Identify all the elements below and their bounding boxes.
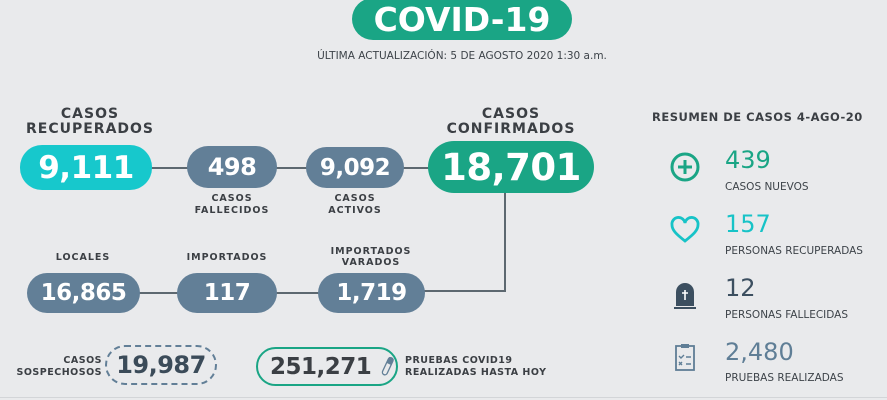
importados-label: IMPORTADOS <box>186 252 268 263</box>
title-badge: COVID-19 <box>352 0 572 40</box>
locales-value: 16,865 <box>27 273 140 313</box>
bottom-divider <box>0 397 887 398</box>
tombstone-icon <box>674 283 696 309</box>
label-line: IMPORTADOS <box>330 246 412 257</box>
label-line: PRUEBAS COVID19 <box>405 355 513 366</box>
summary-value: 2,480 <box>725 338 794 366</box>
last-updated: ÚLTIMA ACTUALIZACIÓN: 5 DE AGOSTO 2020 1… <box>317 50 607 62</box>
importados-value: 117 <box>177 273 277 313</box>
label-line: SOSPECHOSOS <box>16 367 102 378</box>
sospechosos-label: CASOS SOSPECHOSOS <box>0 355 102 379</box>
label-line: ACTIVOS <box>328 205 382 216</box>
varados-value: 1,719 <box>318 273 425 313</box>
label-line: CASOS <box>211 193 253 204</box>
pruebas-label: PRUEBAS COVID19 REALIZADAS HASTA HOY <box>405 355 595 379</box>
label-line: CASOS <box>60 106 120 122</box>
label-line: CASOS <box>481 106 541 122</box>
summary-label: PRUEBAS REALIZADAS <box>725 372 844 384</box>
value: 1,719 <box>336 280 407 306</box>
label-line: REALIZADAS HASTA HOY <box>405 367 547 378</box>
heart-icon <box>670 216 700 243</box>
activos-label: CASOS ACTIVOS <box>305 193 405 217</box>
value: 498 <box>207 153 257 181</box>
label-line: RECUPERADOS <box>25 121 155 137</box>
fallecidos-label: CASOS FALLECIDOS <box>182 193 282 217</box>
label-line: CASOS <box>63 355 102 366</box>
clipboard-icon <box>675 344 695 371</box>
fallecidos-value: 498 <box>187 146 277 188</box>
summary-value: 157 <box>725 210 771 238</box>
pruebas-value: 251,271 <box>256 347 398 386</box>
label-line: VARADOS <box>341 257 401 268</box>
connector <box>504 190 506 292</box>
label-line: FALLECIDOS <box>194 205 270 216</box>
value: 9,111 <box>38 149 134 186</box>
locales-label: LOCALES <box>55 252 111 263</box>
confirmados-label: CASOS CONFIRMADOS <box>431 107 591 137</box>
connector <box>150 167 430 169</box>
summary-label: PERSONAS FALLECIDAS <box>725 309 849 321</box>
label-line: CASOS <box>334 193 376 204</box>
value: 251,271 <box>270 353 372 380</box>
summary-title: RESUMEN DE CASOS 4-AGO-20 <box>652 110 863 124</box>
value: 19,987 <box>116 351 206 379</box>
activos-value: 9,092 <box>306 147 404 188</box>
varados-label: IMPORTADOS VARADOS <box>321 246 421 268</box>
plus-circle-icon <box>670 152 700 182</box>
page-title: COVID-19 <box>373 0 551 39</box>
summary-value: 12 <box>725 274 756 302</box>
test-tube-icon <box>381 356 395 375</box>
recuperados-value: 9,111 <box>20 145 152 190</box>
value: 18,701 <box>441 145 581 189</box>
confirmados-value: 18,701 <box>428 141 594 193</box>
value: 117 <box>203 280 251 306</box>
sospechosos-value: 19,987 <box>105 345 217 385</box>
summary-label: PERSONAS RECUPERADAS <box>725 245 863 257</box>
label-line: CONFIRMADOS <box>446 121 576 137</box>
summary-label: CASOS NUEVOS <box>725 181 809 193</box>
recuperados-label: CASOS RECUPERADOS <box>20 107 160 137</box>
connector <box>420 290 506 292</box>
summary-value: 439 <box>725 146 771 174</box>
value: 9,092 <box>319 154 391 181</box>
value: 16,865 <box>40 280 127 306</box>
